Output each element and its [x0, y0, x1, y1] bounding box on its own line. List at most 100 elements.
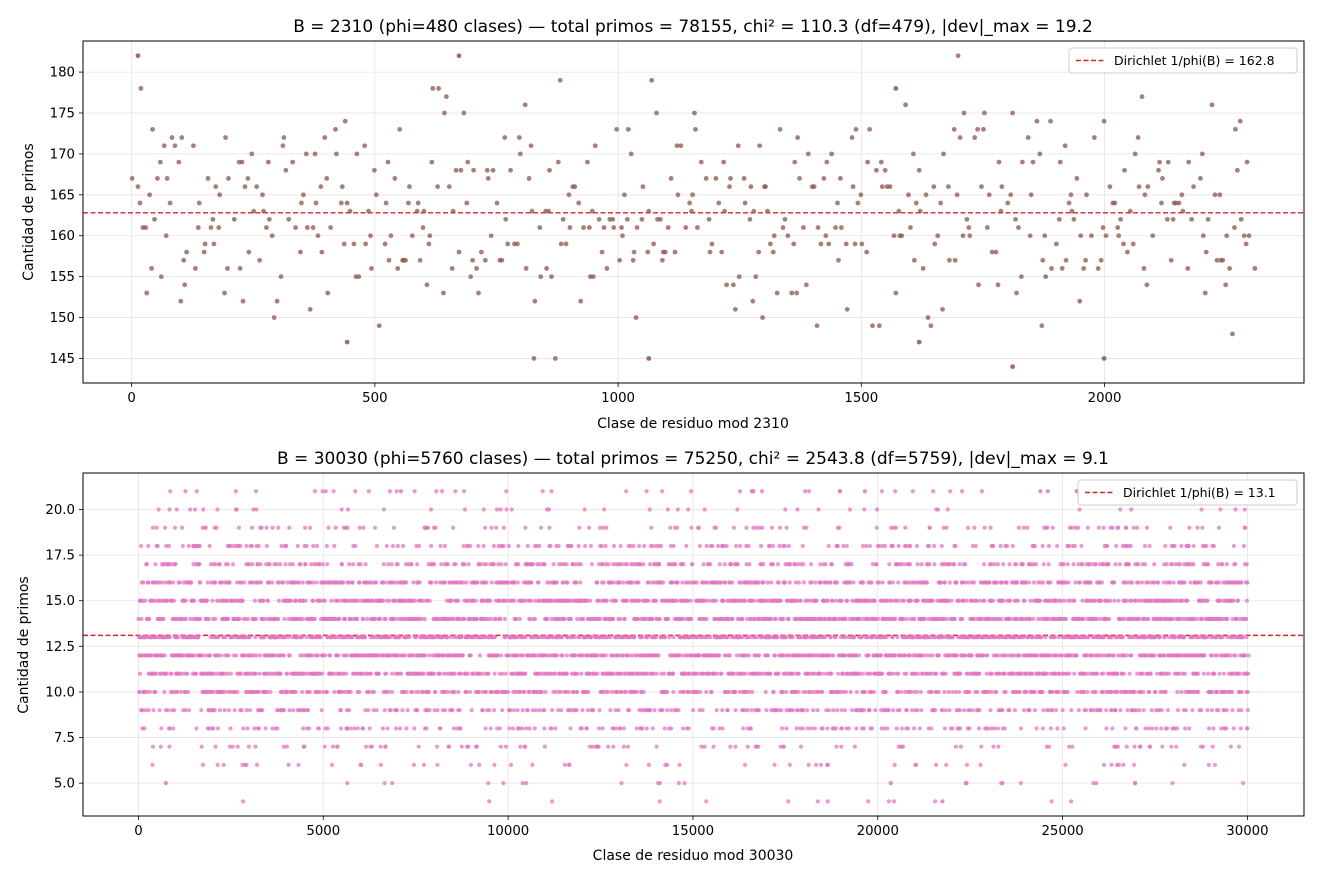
data-point — [841, 543, 846, 549]
data-point — [940, 306, 945, 312]
data-point — [672, 249, 678, 255]
data-point — [664, 708, 670, 713]
data-point — [348, 598, 354, 603]
data-point — [896, 598, 901, 603]
data-point — [421, 208, 427, 214]
data-point — [686, 689, 692, 695]
data-point — [698, 159, 704, 165]
data-point — [367, 726, 372, 731]
data-point — [560, 216, 566, 222]
data-point — [823, 635, 828, 640]
data-point — [984, 671, 989, 676]
data-point — [736, 274, 742, 280]
data-point — [202, 241, 208, 247]
data-point — [542, 562, 547, 567]
data-point — [215, 507, 220, 512]
data-point — [988, 525, 993, 530]
data-point — [461, 110, 467, 116]
data-point — [579, 726, 584, 731]
data-point — [962, 708, 967, 713]
data-point — [1139, 94, 1145, 100]
data-point — [653, 635, 659, 640]
data-point — [240, 598, 245, 603]
data-point — [779, 708, 784, 713]
data-point — [458, 726, 463, 731]
data-point — [606, 562, 611, 567]
data-point — [153, 689, 158, 695]
data-point — [953, 543, 958, 549]
data-point — [650, 616, 655, 622]
data-point — [660, 708, 665, 713]
chart-panel-b30030: B = 30030 (phi=5760 clases) — total prim… — [16, 449, 1305, 864]
data-point — [345, 507, 351, 512]
data-point — [381, 562, 386, 567]
plot-frame — [82, 40, 1305, 384]
data-point — [1159, 200, 1164, 206]
data-point — [459, 744, 464, 749]
data-point — [739, 598, 744, 603]
data-point — [1246, 233, 1252, 239]
data-point — [601, 580, 606, 585]
data-point — [261, 598, 266, 603]
data-point — [613, 708, 618, 713]
data-point — [307, 306, 313, 312]
data-point — [550, 708, 555, 713]
data-point — [461, 489, 467, 494]
data-point — [834, 580, 840, 585]
data-point — [636, 543, 642, 549]
data-point — [345, 525, 350, 530]
data-point — [725, 708, 730, 713]
data-point — [812, 671, 817, 676]
data-point — [673, 562, 678, 567]
data-point — [701, 562, 706, 567]
data-point — [821, 671, 827, 676]
data-point — [801, 580, 806, 585]
data-point — [609, 598, 614, 603]
data-point — [648, 562, 653, 567]
data-point — [989, 726, 994, 731]
data-point — [276, 598, 281, 603]
data-point — [619, 671, 624, 676]
data-point — [435, 708, 440, 713]
data-point — [747, 216, 753, 222]
data-point — [967, 580, 972, 585]
data-point — [578, 580, 583, 585]
data-point — [717, 562, 722, 567]
data-point — [611, 744, 616, 749]
data-point — [617, 257, 622, 263]
data-point — [260, 708, 265, 713]
data-point — [168, 671, 174, 676]
data-point — [722, 562, 727, 567]
data-point — [979, 744, 984, 749]
data-point — [433, 580, 439, 585]
data-point — [787, 580, 792, 585]
data-point — [316, 726, 322, 731]
data-point — [1056, 216, 1062, 222]
data-point — [503, 598, 508, 603]
data-point — [347, 562, 352, 567]
data-point — [915, 671, 921, 676]
data-point — [598, 616, 603, 622]
data-point — [258, 580, 264, 585]
data-point — [852, 635, 857, 640]
data-point — [445, 562, 450, 567]
data-point — [438, 726, 443, 731]
data-point — [854, 726, 859, 731]
data-point — [1095, 266, 1101, 271]
data-point — [1062, 143, 1068, 149]
data-point — [147, 689, 153, 695]
data-point — [869, 580, 874, 585]
data-point — [835, 200, 840, 206]
data-point — [772, 653, 778, 658]
data-point — [484, 562, 489, 567]
data-point — [870, 323, 875, 329]
data-point — [558, 241, 564, 247]
data-point — [473, 598, 478, 603]
data-point — [523, 266, 529, 271]
data-point — [528, 143, 534, 149]
data-point — [395, 543, 401, 549]
data-point — [631, 249, 637, 255]
data-point — [458, 167, 464, 173]
data-point — [923, 192, 929, 198]
